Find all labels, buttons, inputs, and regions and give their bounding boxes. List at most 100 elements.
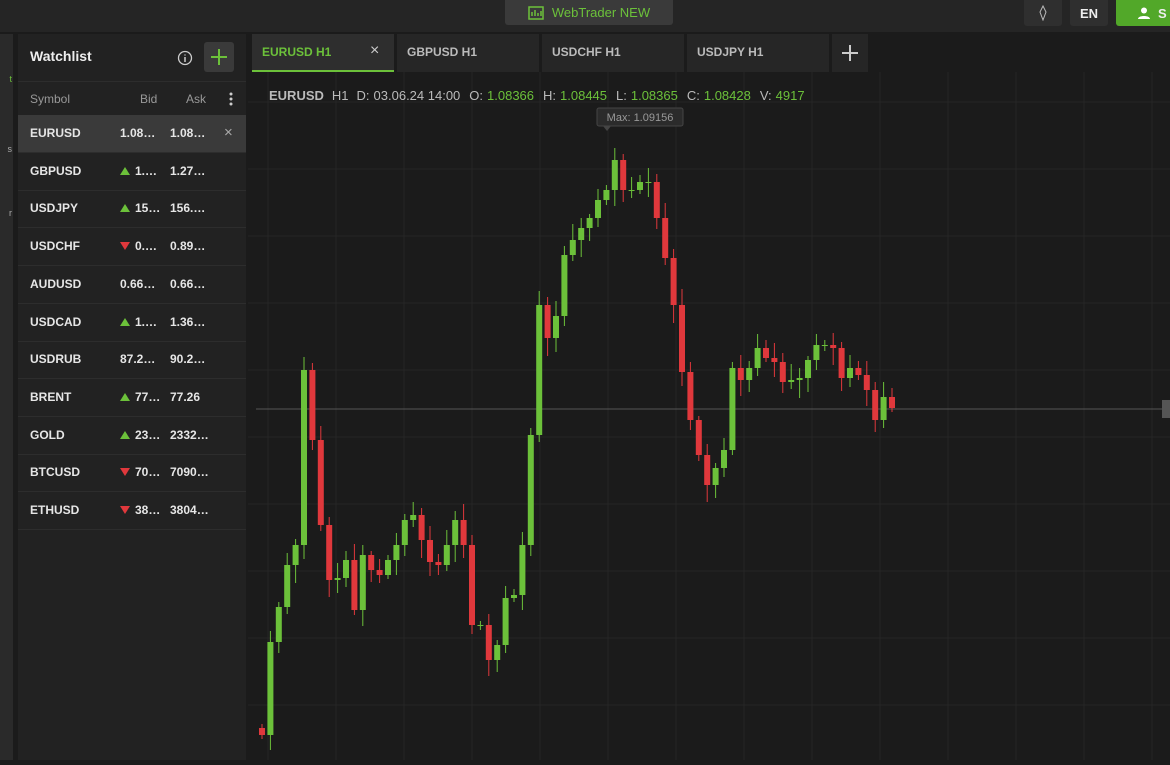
- symbol: AUDUSD: [30, 276, 82, 291]
- arrow-shape: [120, 242, 130, 251]
- watchlist-row[interactable]: AUDUSD 0.66… 0.66…: [18, 266, 246, 304]
- candle-body: [275, 607, 282, 642]
- candle-body: [460, 520, 467, 545]
- add-symbol-button[interactable]: [204, 42, 234, 72]
- candle-body: [368, 555, 375, 570]
- language-button[interactable]: EN: [1070, 0, 1108, 26]
- candle-body: [628, 190, 635, 191]
- trend-arrow: [120, 468, 130, 477]
- candle-body: [527, 435, 534, 545]
- add-tab[interactable]: [832, 34, 868, 72]
- remove-button[interactable]: ×: [224, 124, 233, 141]
- candle-body: [695, 420, 702, 455]
- symbol: USDRUB: [30, 352, 82, 367]
- candle-body: [284, 565, 291, 607]
- candle-body: [401, 520, 408, 545]
- candle-body: [494, 645, 501, 660]
- info-value: 1.08366: [487, 88, 535, 103]
- rail-fragment: t: [9, 74, 12, 84]
- candle-body: [427, 540, 433, 562]
- chart-tab[interactable]: USDCHF H1: [542, 34, 684, 72]
- ask: 1.36…: [170, 314, 206, 329]
- candle-body: [855, 368, 862, 375]
- symbol: GBPUSD: [30, 163, 82, 178]
- candle-body: [586, 218, 593, 228]
- candle-body: [334, 578, 341, 580]
- watchlist-row[interactable]: USDJPY 15… 156.…: [18, 190, 246, 229]
- info-icon[interactable]: [177, 50, 193, 66]
- candle-body: [326, 525, 333, 580]
- ask: 77.26: [170, 389, 201, 404]
- candle-body: [578, 228, 585, 240]
- symbol: EURUSD: [30, 126, 81, 140]
- ask: 156.…: [170, 201, 206, 216]
- tab-label: EURUSD H1: [262, 45, 332, 59]
- candle-body: [721, 450, 727, 468]
- info-label: V:: [759, 88, 772, 103]
- candle-body: [771, 358, 778, 362]
- watchlist-row[interactable]: USDCAD 1.… 1.36…: [18, 304, 246, 342]
- info-value: 1.08428: [703, 88, 751, 103]
- candle-body: [561, 255, 568, 316]
- close-tab[interactable]: ×: [370, 42, 380, 59]
- candle-body: [259, 728, 265, 735]
- bid: 87.2…: [120, 352, 156, 367]
- settings-button[interactable]: [1024, 0, 1062, 26]
- info-value: 4917: [775, 88, 805, 103]
- chart-tab[interactable]: USDJPY H1: [687, 34, 829, 72]
- symbol: ETHUSD: [30, 503, 80, 517]
- ask: 2332…: [170, 427, 209, 442]
- watchlist-row[interactable]: EURUSD 1.08… 1.08… ×: [18, 115, 246, 153]
- brand-icon: [528, 5, 544, 20]
- info-label: L:: [616, 88, 627, 103]
- candle-body: [418, 515, 425, 540]
- bid: 15…: [135, 201, 161, 216]
- watchlist-row[interactable]: USDCHF 0.… 0.89…: [18, 228, 246, 267]
- info-label: D:: [356, 88, 370, 103]
- chart-tab[interactable]: GBPUSD H1: [397, 34, 539, 72]
- candle-body: [267, 642, 274, 735]
- watchlist-row[interactable]: BTCUSD 70… 7090…: [18, 454, 246, 493]
- plus-icon: [842, 45, 858, 61]
- candle-body: [838, 348, 845, 378]
- symbol: USDJPY: [30, 201, 79, 216]
- tab-label: USDJPY H1: [697, 45, 764, 59]
- candle-body: [351, 560, 358, 610]
- candle-body: [393, 545, 400, 560]
- menu-icon[interactable]: [228, 92, 234, 106]
- account-button[interactable]: S: [1116, 0, 1170, 26]
- watchlist-row[interactable]: USDRUB 87.2… 90.2…: [18, 341, 246, 380]
- bid: 0.66…: [120, 276, 156, 291]
- symbol: USDCHF: [30, 239, 80, 254]
- chart-tab[interactable]: EURUSD H1 ×: [252, 34, 394, 72]
- candle-body: [687, 372, 694, 420]
- candle-body: [309, 370, 316, 440]
- candle-body: [611, 160, 618, 190]
- trend-arrow: [120, 392, 130, 401]
- candle-body: [737, 368, 744, 380]
- trend-arrow: [120, 242, 130, 251]
- bid: 38…: [135, 503, 161, 517]
- watchlist-row[interactable]: BRENT 77… 77.26: [18, 379, 246, 417]
- account-label: S: [1158, 5, 1167, 21]
- watchlist-row[interactable]: GOLD 23… 2332…: [18, 417, 246, 455]
- candle-body: [511, 595, 517, 598]
- watchlist-row[interactable]: GBPUSD 1.… 1.27…: [18, 153, 246, 191]
- trend-arrow: [120, 430, 130, 439]
- ask: 0.66…: [170, 276, 206, 291]
- ask: 7090…: [170, 465, 209, 480]
- candle-body: [544, 305, 551, 338]
- candle-body: [679, 305, 685, 372]
- candle-body: [469, 545, 475, 625]
- candle-body: [553, 316, 559, 338]
- bid: 1.…: [135, 314, 158, 329]
- info-value: 1.08365: [630, 88, 678, 103]
- arrow-shape: [120, 468, 130, 477]
- candle-body: [763, 348, 769, 358]
- webtrader-button[interactable]: WebTrader NEW: [505, 0, 673, 25]
- bid: 1.…: [135, 163, 158, 178]
- watchlist-row[interactable]: ETHUSD 38… 3804…: [18, 492, 246, 530]
- candle-body: [796, 378, 803, 380]
- candle-body: [821, 345, 828, 346]
